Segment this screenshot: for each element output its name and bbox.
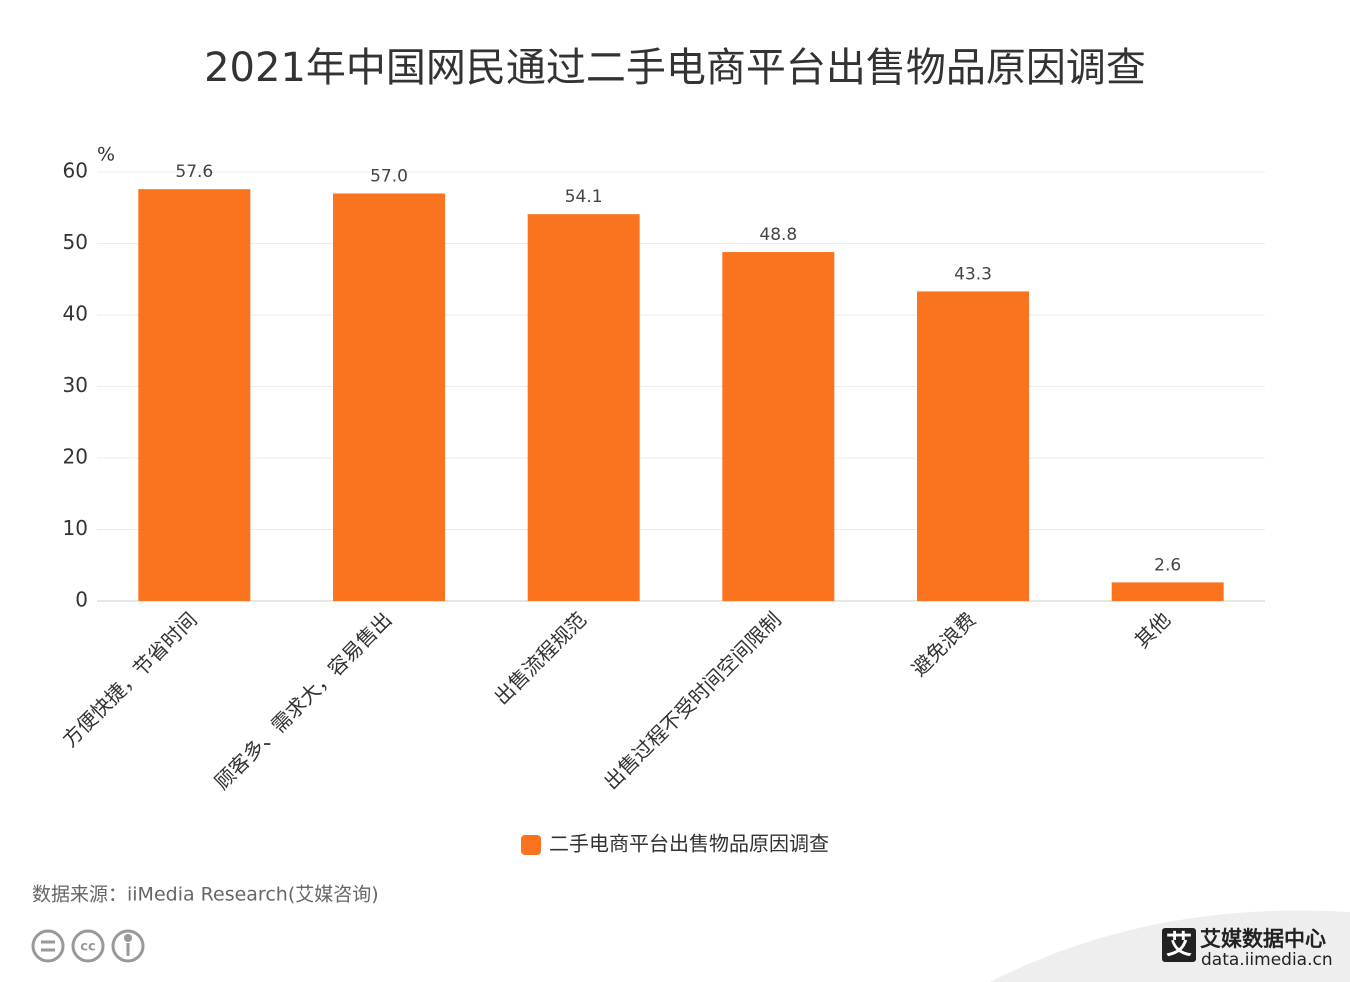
source: 数据来源：iiMedia Research(艾媒咨询)	[32, 884, 379, 906]
bar	[138, 189, 251, 601]
y-unit: %	[97, 144, 115, 166]
bar	[1111, 582, 1224, 601]
legend-swatch	[521, 835, 541, 855]
bar	[527, 214, 640, 601]
x-tick-label: 方便快捷，节省时间	[58, 607, 202, 751]
y-tick-label: 40	[63, 302, 88, 326]
y-tick-label: 0	[75, 588, 88, 612]
logo-url: data.iimedia.cn	[1201, 950, 1333, 970]
logo-mark-bg	[1162, 928, 1196, 962]
x-tick-label: 其他	[1130, 607, 1175, 652]
x-tick-label: 出售过程不受时间空间限制	[599, 607, 786, 794]
y-tick-label: 20	[63, 445, 88, 469]
license-icons: cc	[31, 929, 145, 963]
y-tick-label: 60	[63, 159, 88, 183]
value-label: 57.0	[370, 166, 408, 186]
value-label: 43.3	[954, 264, 992, 284]
value-label: 54.1	[565, 187, 603, 207]
bar	[917, 291, 1029, 601]
value-label: 2.6	[1154, 555, 1181, 575]
value-label: 57.6	[175, 162, 213, 182]
x-tick-label: 顾客多、需求大，容易售出	[210, 607, 397, 794]
bar	[333, 193, 445, 601]
legend-label: 二手电商平台出售物品原因调查	[549, 832, 829, 856]
x-tick-label: 出售流程规范	[489, 607, 591, 709]
bar	[722, 252, 835, 601]
chart-title: 2021年中国网民通过二手电商平台出售物品原因调查	[204, 45, 1146, 91]
value-label: 48.8	[759, 225, 797, 245]
logo-mark: 艾	[1166, 931, 1192, 961]
logo-name: 艾媒数据中心	[1200, 927, 1326, 951]
svg-text:cc: cc	[80, 940, 95, 955]
x-tick-label: 避免浪费	[907, 607, 981, 681]
y-tick-label: 30	[63, 373, 88, 397]
y-tick-label: 50	[63, 230, 88, 254]
y-tick-label: 10	[63, 516, 88, 540]
